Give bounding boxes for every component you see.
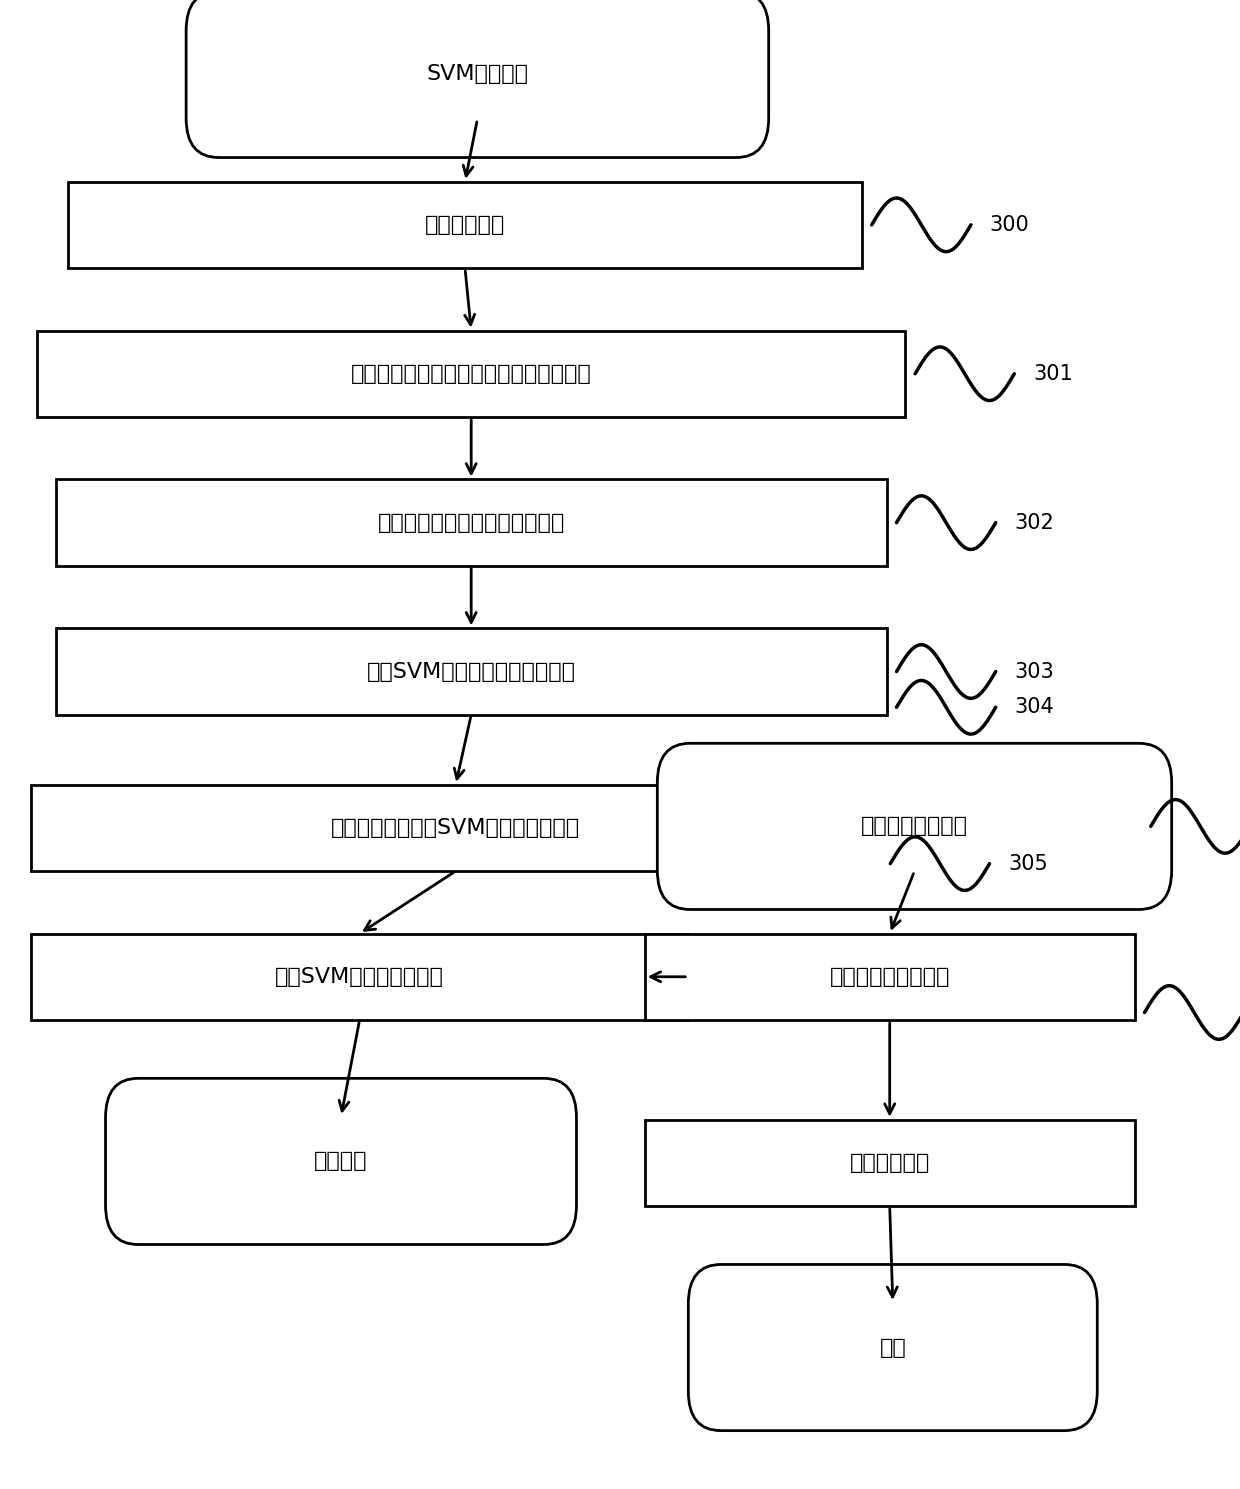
FancyBboxPatch shape <box>37 331 905 417</box>
Text: 遥感图像分类开始: 遥感图像分类开始 <box>861 816 968 837</box>
Text: 输入训练数据，对SVM分类器进行训练: 输入训练数据，对SVM分类器进行训练 <box>331 817 580 838</box>
Text: 选取训练数据: 选取训练数据 <box>425 214 505 235</box>
FancyBboxPatch shape <box>31 785 880 871</box>
Text: 输出SVM分类器训练结果: 输出SVM分类器训练结果 <box>275 966 444 987</box>
FancyBboxPatch shape <box>645 934 1135 1020</box>
FancyBboxPatch shape <box>31 934 688 1020</box>
Text: 结束: 结束 <box>879 1337 906 1358</box>
FancyBboxPatch shape <box>68 182 862 268</box>
Text: 300: 300 <box>990 214 1029 235</box>
FancyBboxPatch shape <box>688 1264 1097 1431</box>
Text: 输出分类结果: 输出分类结果 <box>849 1152 930 1173</box>
FancyBboxPatch shape <box>645 1120 1135 1206</box>
Text: 选取一批能够覆盖全部特征遥感图像数据: 选取一批能够覆盖全部特征遥感图像数据 <box>351 363 591 384</box>
Text: 送入待分类遥感图像: 送入待分类遥感图像 <box>830 966 950 987</box>
FancyBboxPatch shape <box>56 628 887 715</box>
FancyBboxPatch shape <box>186 0 769 158</box>
Text: 301: 301 <box>1033 363 1073 384</box>
FancyBboxPatch shape <box>56 479 887 566</box>
Text: 305: 305 <box>1008 853 1048 874</box>
FancyBboxPatch shape <box>657 743 1172 910</box>
Text: 设定SVM分类训练的核函数结构: 设定SVM分类训练的核函数结构 <box>367 661 575 682</box>
Text: 302: 302 <box>1014 512 1054 533</box>
Text: SVM训练开始: SVM训练开始 <box>427 64 528 85</box>
Text: 对每一组数据标明其所属的分类: 对每一组数据标明其所属的分类 <box>377 512 565 533</box>
Text: 303: 303 <box>1014 661 1054 682</box>
Text: 训练结束: 训练结束 <box>314 1151 368 1172</box>
FancyBboxPatch shape <box>105 1078 577 1245</box>
Text: 304: 304 <box>1014 697 1054 718</box>
